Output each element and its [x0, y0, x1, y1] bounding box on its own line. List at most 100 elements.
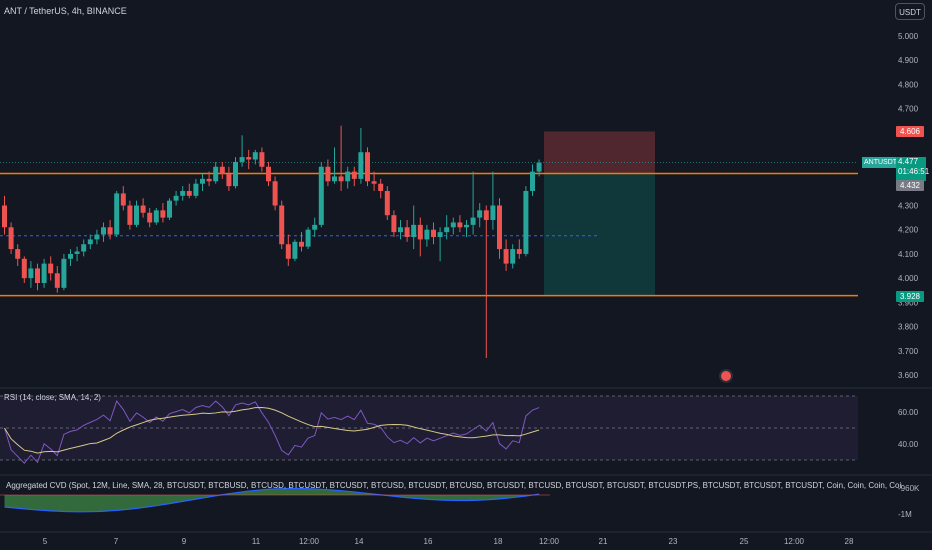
candle-body	[87, 239, 93, 245]
candle-body	[153, 210, 159, 223]
candle-body	[206, 178, 212, 182]
candle-body	[510, 249, 516, 264]
cvd-tick-label: -1M	[898, 510, 912, 519]
candle-body	[81, 244, 87, 252]
currency-button[interactable]: USDT	[895, 3, 925, 20]
time-tick-label: 12:00	[299, 537, 320, 546]
candle-body	[127, 205, 133, 225]
flag-icon[interactable]	[719, 369, 733, 383]
candle-body	[345, 171, 351, 182]
candle-body	[61, 258, 67, 288]
time-tick-label: 12:00	[539, 537, 560, 546]
cvd-indicator-label[interactable]: Aggregated CVD (Spot, 12M, Line, SMA, 28…	[6, 481, 902, 490]
candle-body	[437, 232, 443, 237]
candle-body	[107, 227, 113, 235]
candle-body	[200, 178, 205, 184]
candle-body	[299, 241, 304, 247]
time-tick-label: 14	[355, 537, 364, 546]
price-tick-label: 3.900	[898, 298, 919, 307]
candle-body	[378, 183, 384, 191]
candle-body	[68, 253, 73, 259]
candle-body	[266, 166, 271, 182]
candle-body	[213, 166, 219, 182]
candle-body	[285, 244, 291, 259]
price-tick-label: 3.700	[898, 347, 919, 356]
price-tick-label: 4.100	[898, 250, 919, 259]
symbol-tag: ANTUSDT	[862, 157, 900, 168]
candle-body	[101, 227, 106, 235]
candle-body	[193, 183, 199, 196]
candle-body	[272, 181, 278, 206]
candle-body	[54, 273, 60, 288]
candle-body	[417, 224, 423, 240]
candle-body	[371, 181, 377, 184]
candle-body	[21, 258, 27, 279]
candle-body	[28, 268, 34, 279]
candle-body	[94, 234, 100, 240]
price-tick-label: 4.800	[898, 80, 919, 89]
candle-body	[351, 171, 357, 179]
candle-body	[147, 212, 153, 223]
candle-body	[219, 166, 225, 175]
price-tick-label: 4.900	[898, 56, 919, 65]
candle-body	[523, 190, 529, 254]
price-tick-label: 3.800	[898, 323, 919, 332]
candle-body	[536, 162, 542, 172]
symbol-title[interactable]: ANT / TetherUS, 4h, BINANCE	[4, 6, 127, 16]
candle-body	[239, 157, 245, 162]
price-tick-label: 5.000	[898, 32, 919, 41]
candle-body	[259, 152, 265, 167]
stop-price-tag: 4.606	[896, 126, 924, 137]
candle-body	[325, 166, 331, 182]
candle-body	[365, 152, 370, 182]
target-price-tag: 3.928	[896, 291, 924, 302]
price-tick-label: 3.600	[898, 371, 919, 380]
candle-body	[292, 241, 298, 259]
candle-body	[180, 190, 186, 196]
candle-body	[246, 157, 252, 160]
candle-body	[391, 215, 397, 233]
price-tick-label: 4.700	[898, 105, 919, 114]
time-tick-label: 28	[845, 537, 854, 546]
candle-body	[404, 227, 410, 237]
current-price-tag: 4.477 01:46:51	[896, 157, 929, 181]
candle-body	[444, 227, 450, 233]
time-tick-label: 11	[252, 537, 261, 546]
candle-body	[305, 229, 311, 247]
time-tick-label: 25	[740, 537, 749, 546]
target-zone	[544, 173, 655, 296]
candle-body	[431, 229, 436, 237]
candle-body	[530, 171, 535, 191]
candle-body	[338, 176, 344, 182]
cvd-tick-label: -960K	[898, 484, 920, 493]
candle-body	[318, 166, 324, 225]
price-tick-label: 4.200	[898, 226, 919, 235]
entry-price-tag: 4.432	[896, 180, 924, 191]
candle-body	[332, 176, 337, 182]
time-tick-label: 18	[494, 537, 503, 546]
stop-zone	[544, 131, 655, 174]
candle-body	[35, 268, 40, 283]
candle-body	[114, 193, 120, 235]
candle-body	[457, 222, 463, 228]
time-tick-label: 21	[599, 537, 608, 546]
candle-body	[398, 227, 403, 233]
time-tick-label: 16	[424, 537, 433, 546]
candle-body	[497, 205, 502, 250]
candle-body	[411, 224, 417, 237]
candle-body	[15, 249, 21, 259]
rsi-indicator-label[interactable]: RSI (14, close, SMA, 14, 2)	[4, 393, 101, 402]
candle-body	[483, 210, 489, 221]
time-tick-label: 23	[669, 537, 678, 546]
time-tick-label: 12:00	[784, 537, 805, 546]
candle-body	[233, 161, 238, 187]
candle-body	[160, 210, 166, 218]
candle-body	[120, 193, 126, 206]
candle-body	[74, 251, 80, 254]
time-tick-label: 9	[182, 537, 187, 546]
price-tick-label: 4.000	[898, 274, 919, 283]
rsi-tick-label: 60.00	[898, 408, 919, 417]
current-price: 4.477	[898, 157, 919, 166]
candle-body	[384, 190, 390, 216]
